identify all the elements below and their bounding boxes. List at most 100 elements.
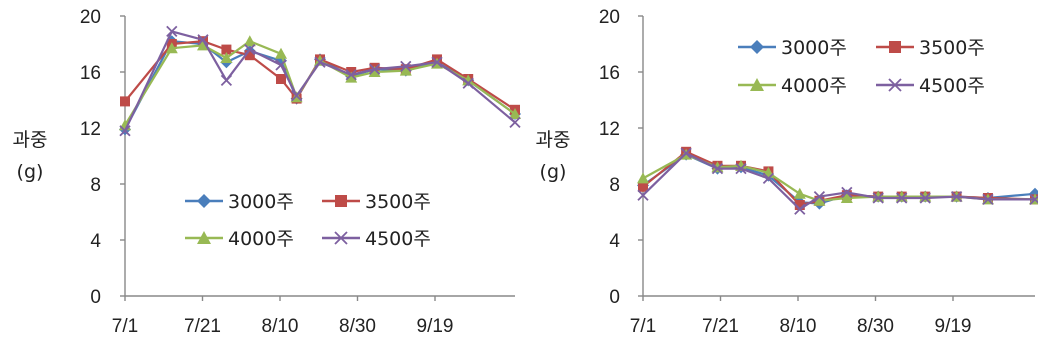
y-axis-label: 과중: [13, 129, 48, 151]
data-point: [368, 66, 381, 77]
legend-marker: [197, 231, 211, 244]
y-tick-label: 16: [80, 63, 101, 84]
y-tick-label: 0: [609, 287, 620, 308]
legend-marker: [334, 231, 348, 245]
x-tick-label: 8/30: [339, 316, 376, 337]
data-point: [896, 192, 908, 204]
data-point: [637, 189, 649, 201]
data-point: [290, 90, 303, 102]
series-line: [124, 30, 516, 132]
data-point: [244, 50, 255, 61]
legend-label: 4000주: [228, 228, 294, 250]
x-tick-label: 7/21: [702, 316, 739, 337]
data-point: [314, 56, 326, 68]
data-point: [197, 34, 209, 46]
legend-marker: [889, 41, 901, 53]
data-point: [462, 74, 475, 86]
data-point: [919, 192, 931, 204]
x-tick-label: 9/19: [935, 316, 972, 337]
data-point: [244, 43, 256, 56]
data-point: [345, 69, 357, 81]
legend: 3000주 3500주 4000주 4500주: [738, 37, 985, 97]
legend-marker: [750, 40, 764, 54]
data-point: [243, 35, 256, 47]
data-point: [220, 52, 233, 63]
x-tick-label: 8/10: [780, 316, 817, 337]
y-tick-label: 4: [609, 231, 620, 252]
y-axis-unit: (g): [540, 161, 567, 183]
data-point: [794, 203, 806, 215]
y-tick-label: 20: [599, 7, 620, 28]
data-point: [166, 25, 178, 38]
x-tick-label: 9/19: [417, 316, 454, 337]
data-point: [1029, 193, 1038, 206]
legend-label: 4500주: [365, 228, 431, 250]
chart-panel-2: 0 4 8 12 16 20 7/1 7/21 8/10 8/30 9/19 과중 (g) 3000주 35…: [536, 7, 1038, 337]
legend-marker: [888, 78, 902, 92]
y-tick-label: 12: [599, 119, 620, 140]
data-point: [431, 56, 443, 68]
data-point: [680, 147, 692, 159]
chart-panel-1: 0 4 8 12 16 20 7/1 7/21 8/10 8/30 9/19 과중 (g) 3000주 35…: [13, 7, 521, 337]
legend: 3000주 3500주 4000주 4500주: [185, 191, 431, 250]
data-point: [509, 108, 521, 119]
data-point: [368, 63, 381, 75]
data-point: [638, 181, 648, 192]
data-point: [120, 96, 130, 107]
data-point: [119, 125, 131, 137]
y-axis-label: 과중: [536, 129, 571, 151]
legend-label: 4000주: [781, 75, 847, 97]
data-point: [840, 192, 853, 203]
legend-label: 3000주: [781, 37, 847, 59]
data-point: [345, 71, 358, 83]
data-point: [165, 42, 178, 54]
data-point: [275, 59, 287, 71]
legend-marker: [335, 195, 347, 207]
data-point: [275, 47, 287, 59]
data-point: [220, 74, 233, 87]
data-point: [462, 77, 474, 89]
x-tick-label: 8/30: [857, 316, 894, 337]
y-tick-label: 8: [609, 175, 620, 196]
data-point: [841, 186, 853, 199]
data-point: [762, 172, 775, 185]
series-4500주: [637, 147, 1038, 215]
x-tick-label: 7/1: [112, 316, 138, 337]
y-tick-label: 12: [80, 119, 101, 140]
data-point: [813, 194, 826, 206]
y-tick-label: 20: [80, 7, 101, 28]
series-line: [642, 152, 1035, 211]
data-point: [637, 172, 649, 184]
data-point: [221, 44, 232, 55]
x-tick-label: 7/21: [184, 316, 221, 337]
data-point: [950, 190, 963, 203]
data-point: [735, 162, 747, 175]
data-point: [197, 39, 209, 51]
y-tick-label: 4: [90, 231, 101, 252]
series-4500주: [119, 25, 521, 137]
y-tick-label: 0: [90, 287, 101, 308]
legend-label: 3000주: [228, 191, 294, 213]
series-3000주: [119, 35, 521, 136]
y-tick-label: 16: [599, 63, 620, 84]
data-point: [400, 60, 412, 73]
legend-label: 3500주: [919, 37, 985, 59]
data-point: [872, 192, 884, 204]
data-point: [509, 116, 521, 129]
legend-marker: [750, 78, 764, 91]
data-point: [794, 200, 805, 210]
data-point: [399, 64, 412, 76]
y-tick-label: 8: [90, 175, 101, 196]
legend-label: 3500주: [365, 191, 431, 213]
data-point: [711, 162, 724, 175]
data-point: [276, 74, 286, 84]
data-point: [813, 190, 826, 203]
x-tick-label: 8/10: [262, 316, 299, 337]
data-point: [982, 193, 994, 206]
series-4000주: [119, 35, 521, 131]
legend-marker: [197, 194, 211, 208]
x-tick-label: 7/1: [630, 316, 656, 337]
legend-label: 4500주: [919, 75, 985, 97]
series-3500주: [638, 146, 1038, 210]
